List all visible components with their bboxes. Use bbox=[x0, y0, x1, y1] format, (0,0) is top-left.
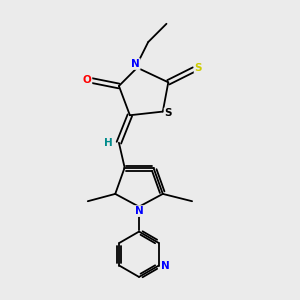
Text: S: S bbox=[194, 63, 202, 73]
Text: N: N bbox=[161, 261, 170, 271]
Text: N: N bbox=[131, 59, 140, 69]
Text: H: H bbox=[104, 138, 113, 148]
Text: S: S bbox=[164, 108, 172, 118]
Text: O: O bbox=[83, 75, 92, 85]
Text: N: N bbox=[135, 206, 143, 216]
